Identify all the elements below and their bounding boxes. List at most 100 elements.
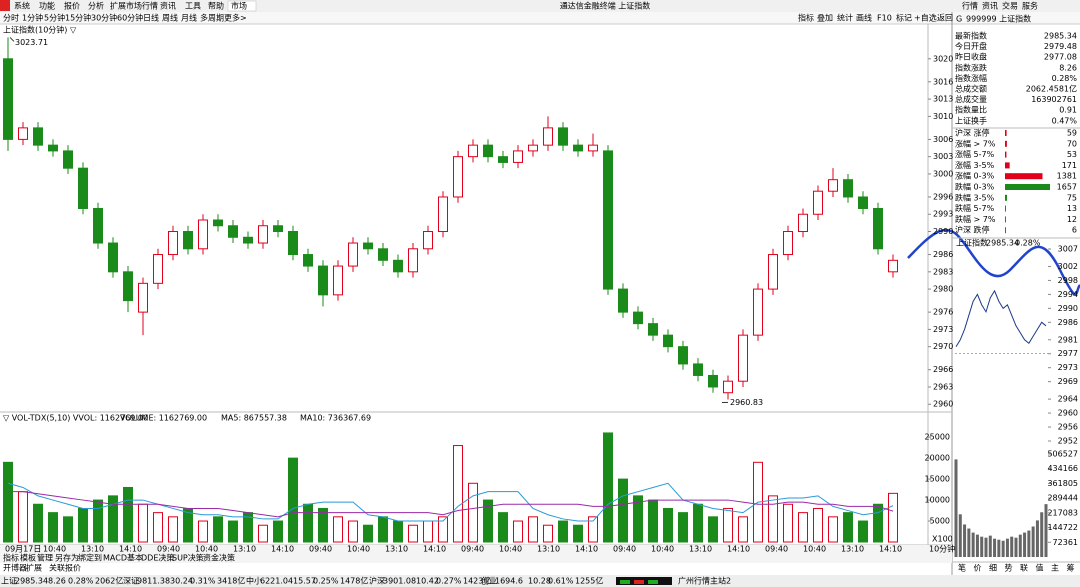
period-tab[interactable]: 月线 [181,13,197,23]
period-tab[interactable]: 更多> [224,13,247,23]
period-tab[interactable]: 1分钟 [22,13,43,23]
indicator-tab[interactable]: DDE决策 [141,553,174,563]
x-tick-label: 09:40 [613,545,636,554]
indicator-tab[interactable]: 管理 [37,553,53,563]
top-button[interactable]: 行情 [962,1,978,11]
breadth-label: 沪深 跌停 [955,225,990,235]
tool-button[interactable]: 画线 [856,13,872,23]
breadth-label: 涨幅 3-5% [955,160,995,170]
x-tick-label: 13:10 [233,545,256,554]
side-tab[interactable]: 细 [989,563,997,573]
tool-button[interactable]: F10 [877,14,892,23]
y-tick-label: 2970 [933,342,953,351]
min-label: 2960.83 [730,398,763,407]
period-tab[interactable]: 30分钟 [91,13,117,23]
volume-bar [168,516,178,543]
tool-button[interactable]: 指标 [798,13,814,23]
volume-bar [708,516,718,543]
tool-button[interactable]: 返回 [937,14,953,23]
period-tab[interactable]: 5分钟 [44,13,65,23]
x-tick-label: 09:40 [157,545,180,554]
y-tick-label: 3006 [933,135,953,144]
y-tick-label: 2963 [933,382,953,391]
side-tab[interactable]: 联 [1020,564,1028,573]
menu-item[interactable]: 扩展市场行情 [110,1,158,11]
top-button[interactable]: 服务 [1022,1,1038,11]
volume-bar [378,516,388,543]
period-tab[interactable]: 分时 [3,13,19,23]
indicator-tab[interactable]: 指标 [3,553,19,563]
y-tick-label: 2990 [933,227,953,236]
tool-button[interactable]: 标记 [896,13,912,23]
side-tab[interactable]: 值 [1036,563,1044,573]
y-tick-label: 3003 [933,152,953,161]
quote-value: 2979.48 [1044,42,1077,51]
mini-volume-bar [975,534,979,557]
indicator-tab[interactable]: MACD基本 [103,553,143,563]
mini-vol-tick: 144722 [1047,523,1078,532]
period-tab[interactable]: 60分钟 [117,13,143,23]
candle-body [93,207,103,244]
mini-y-tick: 2969 [1058,377,1078,386]
candle-body [438,196,448,233]
market-tab[interactable]: 市场 [231,1,247,11]
status-amount: 3418亿 [217,576,245,586]
bottom-tab[interactable]: 扩展 [26,563,42,573]
side-tab[interactable]: 笔 [958,563,966,573]
tool-button[interactable]: 统计 [837,13,853,23]
menu-item[interactable]: 资讯 [160,1,176,11]
volume-bar [153,512,163,543]
period-tab[interactable]: 周线 [162,13,178,23]
period-tab[interactable]: 多周期 [200,13,224,23]
tool-button[interactable]: 叠加 [817,13,833,23]
status-change: 8.26 [48,577,66,586]
mini-y-tick: 2956 [1058,423,1078,432]
quote-value: 163902761 [1031,95,1077,104]
indicator-tab[interactable]: SUP决策 [172,553,204,563]
mini-volume-bar [1023,532,1027,557]
menu-item[interactable]: 分析 [88,1,104,11]
mini-volume-bar [1040,512,1044,557]
candle-body [273,225,283,233]
breadth-bar [1005,173,1043,180]
indicator-tab[interactable]: 另存为 [55,553,79,563]
mini-price: 2985.34 [986,239,1019,248]
candle-body [423,231,433,250]
side-tab[interactable]: 势 [1005,563,1013,573]
candle-body [183,231,193,250]
status-change: 30.24 [170,577,193,586]
mini-y-tick: 2998 [1058,276,1078,285]
candle-body [393,259,403,273]
quote-value: 0.28% [1052,74,1078,83]
menu-item[interactable]: 系统 [14,1,30,11]
volume-bar [423,520,433,543]
menu-item[interactable]: 报价 [64,1,80,11]
top-button[interactable]: 交易 [1002,1,1018,11]
mini-volume-bar [1035,520,1039,557]
period-tab[interactable]: 日线 [143,13,159,23]
top-button[interactable]: 资讯 [982,1,998,11]
menu-item[interactable]: 功能 [39,1,55,11]
bottom-tab[interactable]: 关联报价 [49,563,81,573]
status-price: 9811.38 [137,577,170,586]
menu-item[interactable]: 工具 [185,2,201,11]
bottom-tab[interactable]: 开博器 [3,563,27,573]
candle-body [768,254,778,290]
candle-body [378,248,388,261]
menu-bar [0,0,1080,12]
side-tab[interactable]: 主 [1051,563,1059,573]
indicator-tab[interactable]: 资金决策 [203,553,235,563]
candle-body [708,374,718,388]
indicator-tab[interactable]: 绑定到 [78,553,102,563]
side-tab[interactable]: 价 [974,564,982,573]
period-tab[interactable]: 15分钟 [65,13,91,23]
volume-bar [453,445,463,543]
tool-button[interactable]: +自选 [914,13,937,23]
candle-body [828,179,838,192]
side-tab[interactable]: 筹 [1067,563,1075,573]
breadth-label: 跌幅 3-5% [955,192,995,202]
volume-bar [483,499,493,543]
menu-item[interactable]: 帮助 [208,1,224,11]
mini-volume-bar [1001,540,1005,557]
indicator-tab[interactable]: 模板 [20,553,36,563]
